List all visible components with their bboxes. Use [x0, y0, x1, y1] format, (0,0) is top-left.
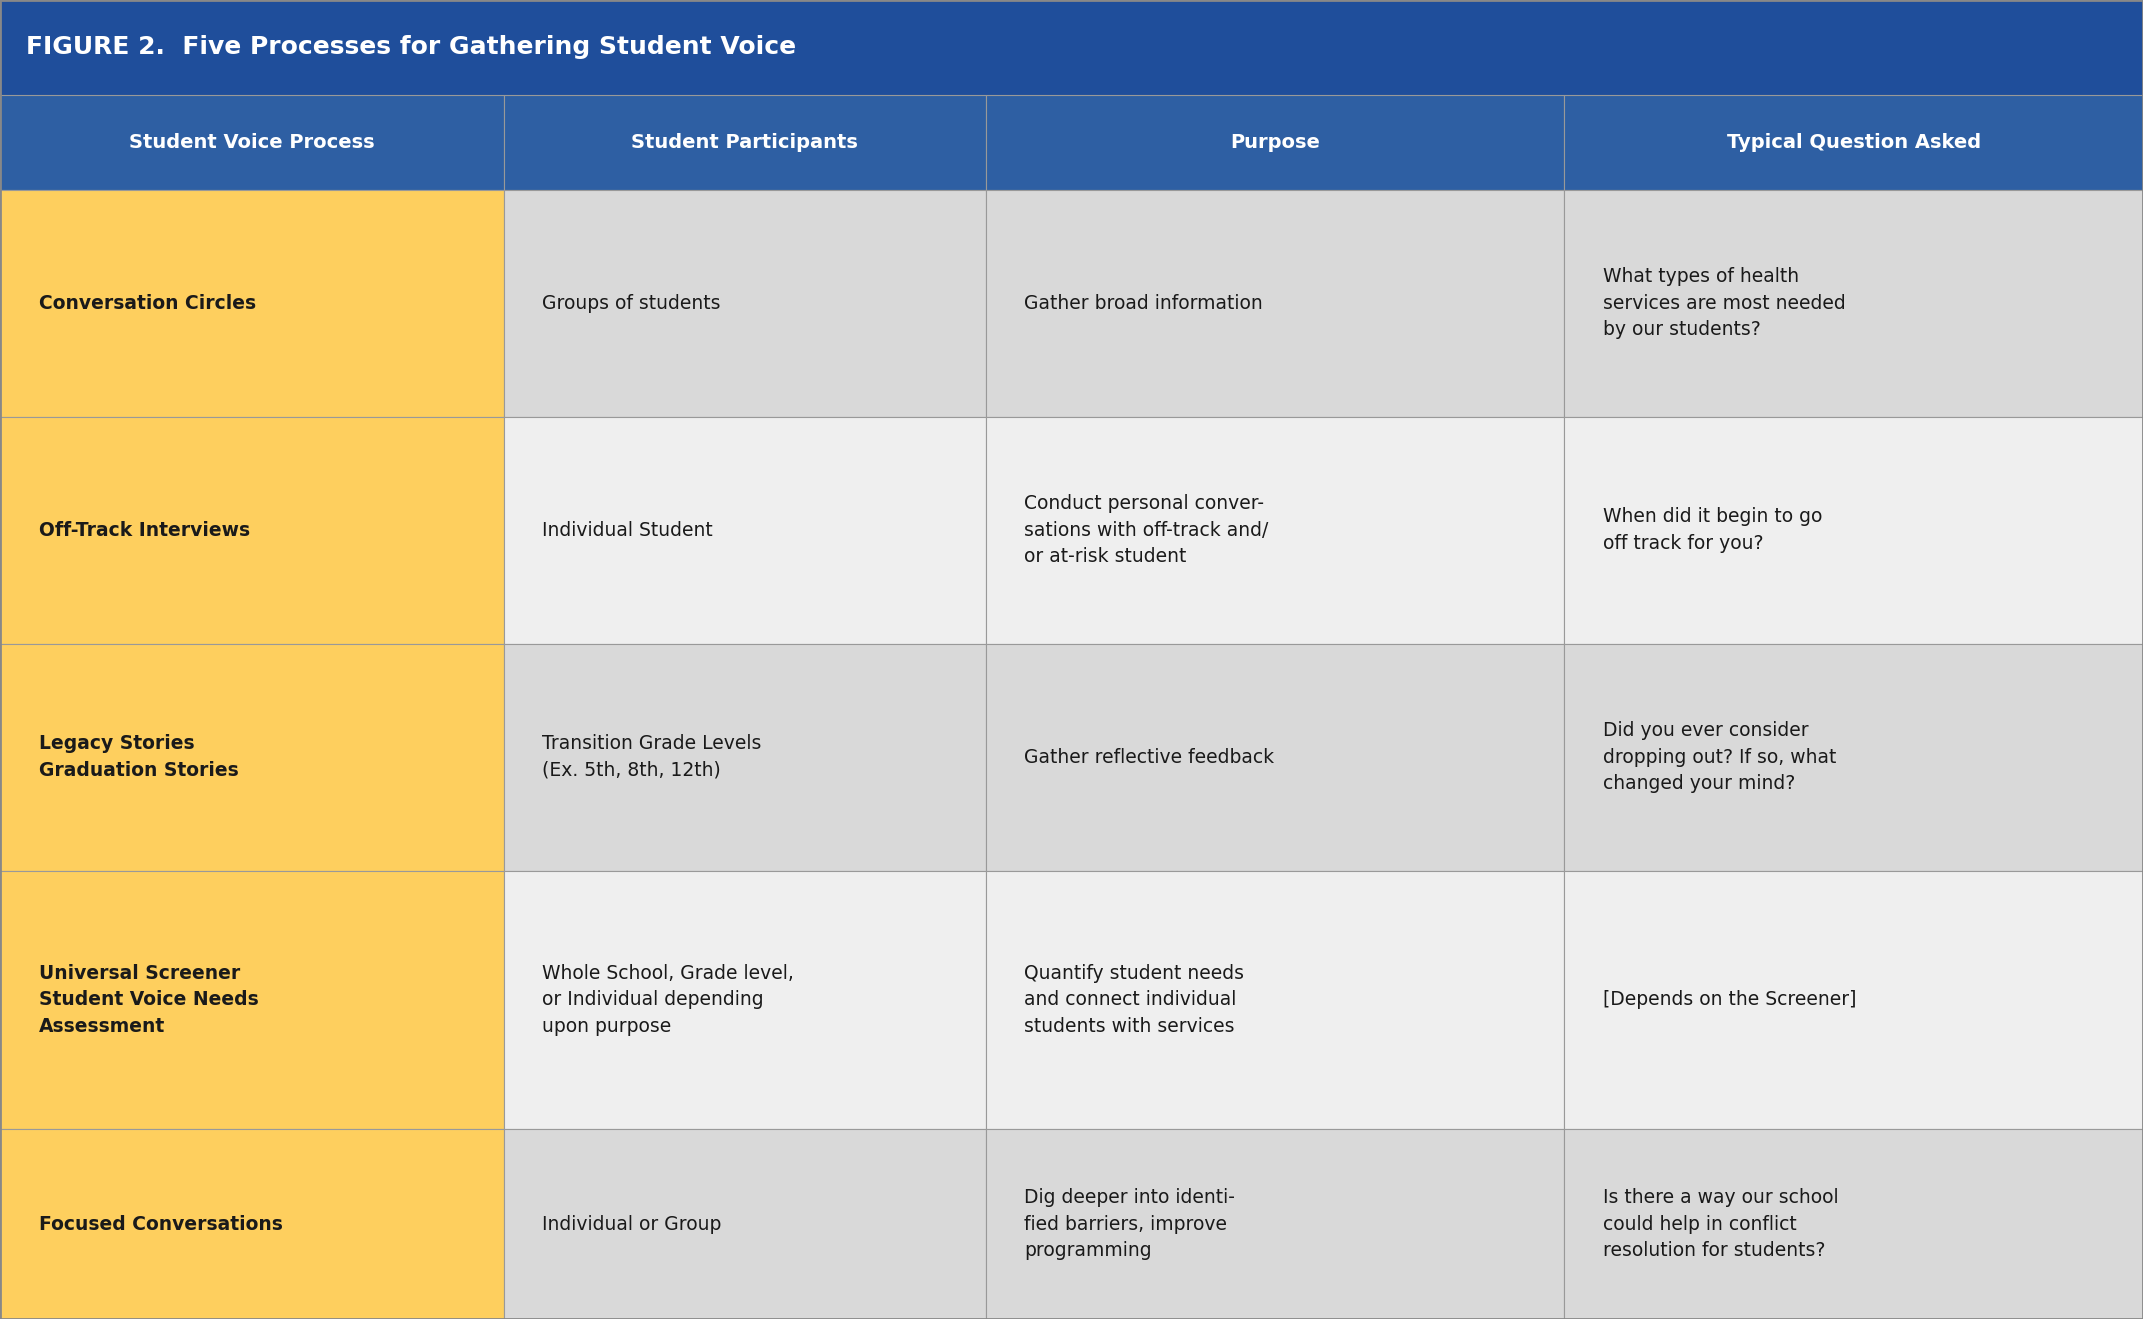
Text: Student Voice Process: Student Voice Process — [129, 133, 375, 152]
Bar — [1564, 417, 2143, 644]
Bar — [0, 95, 504, 190]
Text: Groups of students: Groups of students — [542, 294, 720, 313]
Bar — [504, 190, 986, 417]
Text: Off-Track Interviews: Off-Track Interviews — [39, 521, 251, 539]
Text: Whole School, Grade level,
or Individual depending
upon purpose: Whole School, Grade level, or Individual… — [542, 964, 795, 1035]
Text: Purpose: Purpose — [1230, 133, 1320, 152]
Text: Individual or Group: Individual or Group — [542, 1215, 722, 1233]
Text: Individual Student: Individual Student — [542, 521, 714, 539]
Bar — [1564, 190, 2143, 417]
Bar — [504, 1129, 986, 1319]
Bar — [504, 871, 986, 1129]
Text: Transition Grade Levels
(Ex. 5th, 8th, 12th): Transition Grade Levels (Ex. 5th, 8th, 1… — [542, 735, 761, 780]
Bar — [0, 644, 504, 871]
Bar — [1564, 644, 2143, 871]
Bar — [986, 417, 1564, 644]
Bar — [986, 644, 1564, 871]
Text: Conversation Circles: Conversation Circles — [39, 294, 255, 313]
Text: Gather reflective feedback: Gather reflective feedback — [1024, 748, 1275, 766]
Bar — [1564, 871, 2143, 1129]
Text: Student Participants: Student Participants — [632, 133, 857, 152]
Text: What types of health
services are most needed
by our students?: What types of health services are most n… — [1603, 268, 1845, 339]
Bar — [1564, 1129, 2143, 1319]
Bar — [0, 1129, 504, 1319]
Bar — [504, 417, 986, 644]
Text: When did it begin to go
off track for you?: When did it begin to go off track for yo… — [1603, 508, 1822, 553]
Text: Typical Question Asked: Typical Question Asked — [1727, 133, 1980, 152]
Text: Quantify student needs
and connect individual
students with services: Quantify student needs and connect indiv… — [1024, 964, 1245, 1035]
Bar — [0, 0, 2143, 95]
Bar — [986, 95, 1564, 190]
Bar — [1564, 95, 2143, 190]
Bar — [986, 871, 1564, 1129]
Text: Did you ever consider
dropping out? If so, what
changed your mind?: Did you ever consider dropping out? If s… — [1603, 721, 1837, 793]
Text: Universal Screener
Student Voice Needs
Assessment: Universal Screener Student Voice Needs A… — [39, 964, 259, 1035]
Text: Focused Conversations: Focused Conversations — [39, 1215, 283, 1233]
Text: Is there a way our school
could help in conflict
resolution for students?: Is there a way our school could help in … — [1603, 1188, 1839, 1260]
Bar — [504, 95, 986, 190]
Text: FIGURE 2.  Five Processes for Gathering Student Voice: FIGURE 2. Five Processes for Gathering S… — [26, 36, 795, 59]
Text: Gather broad information: Gather broad information — [1024, 294, 1262, 313]
Bar — [986, 190, 1564, 417]
Bar — [0, 190, 504, 417]
Text: Dig deeper into identi-
fied barriers, improve
programming: Dig deeper into identi- fied barriers, i… — [1024, 1188, 1234, 1260]
Text: Legacy Stories
Graduation Stories: Legacy Stories Graduation Stories — [39, 735, 238, 780]
Bar — [986, 1129, 1564, 1319]
Bar — [0, 871, 504, 1129]
Bar — [504, 644, 986, 871]
Text: Conduct personal conver-
sations with off-track and/
or at-risk student: Conduct personal conver- sations with of… — [1024, 495, 1269, 566]
Bar — [0, 417, 504, 644]
Text: [Depends on the Screener]: [Depends on the Screener] — [1603, 991, 1856, 1009]
